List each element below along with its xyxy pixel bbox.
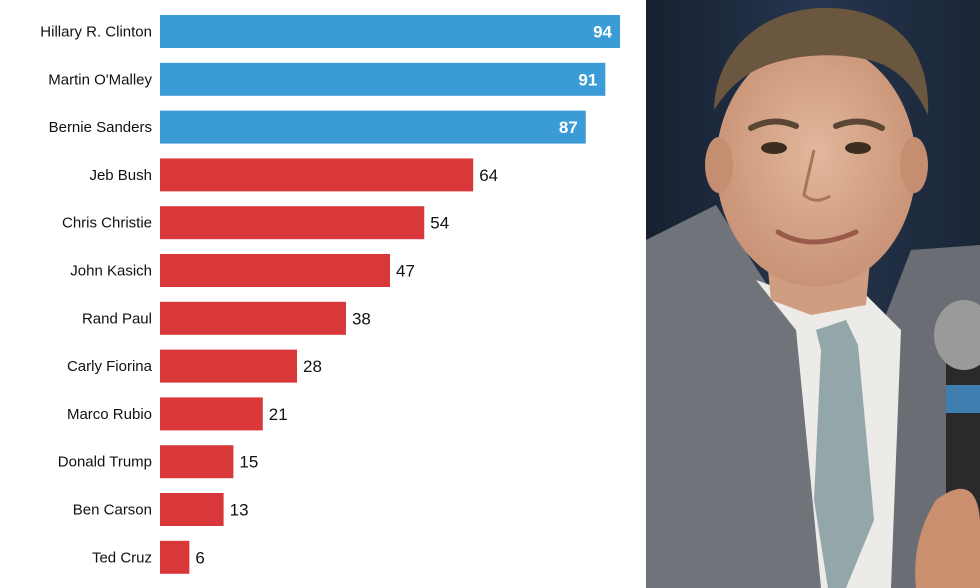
category-label-rand-paul: Rand Paul: [82, 310, 152, 327]
bar-martin-o-malley: [160, 62, 606, 96]
bar-donald-trump: [160, 445, 234, 479]
value-label-chris-christie: 54: [430, 214, 449, 233]
category-label-ben-carson: Ben Carson: [73, 502, 152, 519]
bar-marco-rubio: [160, 397, 263, 431]
category-label-ted-cruz: Ted Cruz: [92, 549, 152, 566]
value-label-jeb-bush: 64: [479, 166, 498, 185]
left-eye: [761, 142, 787, 154]
category-label-martin-o-malley: Martin O'Malley: [48, 71, 152, 88]
value-label-carly-fiorina: 28: [303, 357, 322, 376]
face: [716, 43, 916, 287]
bar-jeb-bush: [160, 158, 474, 192]
value-label-rand-paul: 38: [352, 309, 371, 328]
category-label-hillary-r-clinton: Hillary R. Clinton: [40, 24, 152, 41]
category-label-carly-fiorina: Carly Fiorina: [67, 358, 153, 375]
bar-bernie-sanders: [160, 110, 586, 144]
hand: [915, 488, 980, 588]
value-label-ted-cruz: 6: [195, 548, 204, 567]
value-label-marco-rubio: 21: [269, 405, 288, 424]
chart-panel: Hillary R. Clinton 94 Martin O'Malley 91 Ber…: [40, 15, 620, 574]
left-ear: [705, 137, 733, 193]
microphone-head: [934, 300, 980, 370]
bar-john-kasich: [160, 254, 390, 287]
bar-ben-carson: [160, 493, 224, 526]
value-label-martin-o-malley: 91: [578, 70, 597, 89]
bar-ted-cruz: [160, 540, 190, 574]
hair: [714, 7, 929, 115]
value-label-donald-trump: 15: [239, 453, 258, 472]
right-eye: [845, 142, 871, 154]
portrait-photo: [646, 0, 980, 588]
bar-chart: Hillary R. Clinton 94 Martin O'Malley 91 Ber…: [40, 15, 620, 574]
tie: [814, 320, 874, 588]
panel-divider: [632, 0, 646, 588]
value-label-ben-carson: 13: [230, 501, 249, 520]
left-eyebrow: [748, 118, 799, 131]
right-eyebrow: [833, 118, 885, 131]
photo-panel: [646, 0, 980, 588]
nose: [802, 149, 831, 202]
value-label-hillary-r-clinton: 94: [593, 23, 612, 42]
value-label-bernie-sanders: 87: [559, 118, 578, 137]
microphone-band: [946, 385, 980, 413]
category-label-chris-christie: Chris Christie: [62, 215, 152, 232]
category-label-marco-rubio: Marco Rubio: [67, 406, 152, 423]
value-label-john-kasich: 47: [396, 262, 415, 281]
bar-hillary-r-clinton: [160, 15, 620, 48]
category-label-john-kasich: John Kasich: [70, 263, 152, 280]
bar-rand-paul: [160, 301, 346, 335]
mouth: [775, 229, 859, 245]
right-ear: [900, 137, 928, 193]
category-label-jeb-bush: Jeb Bush: [89, 167, 152, 184]
category-label-donald-trump: Donald Trump: [58, 454, 152, 471]
bar-chris-christie: [160, 206, 425, 240]
category-label-bernie-sanders: Bernie Sanders: [49, 119, 152, 136]
bar-carly-fiorina: [160, 349, 298, 383]
